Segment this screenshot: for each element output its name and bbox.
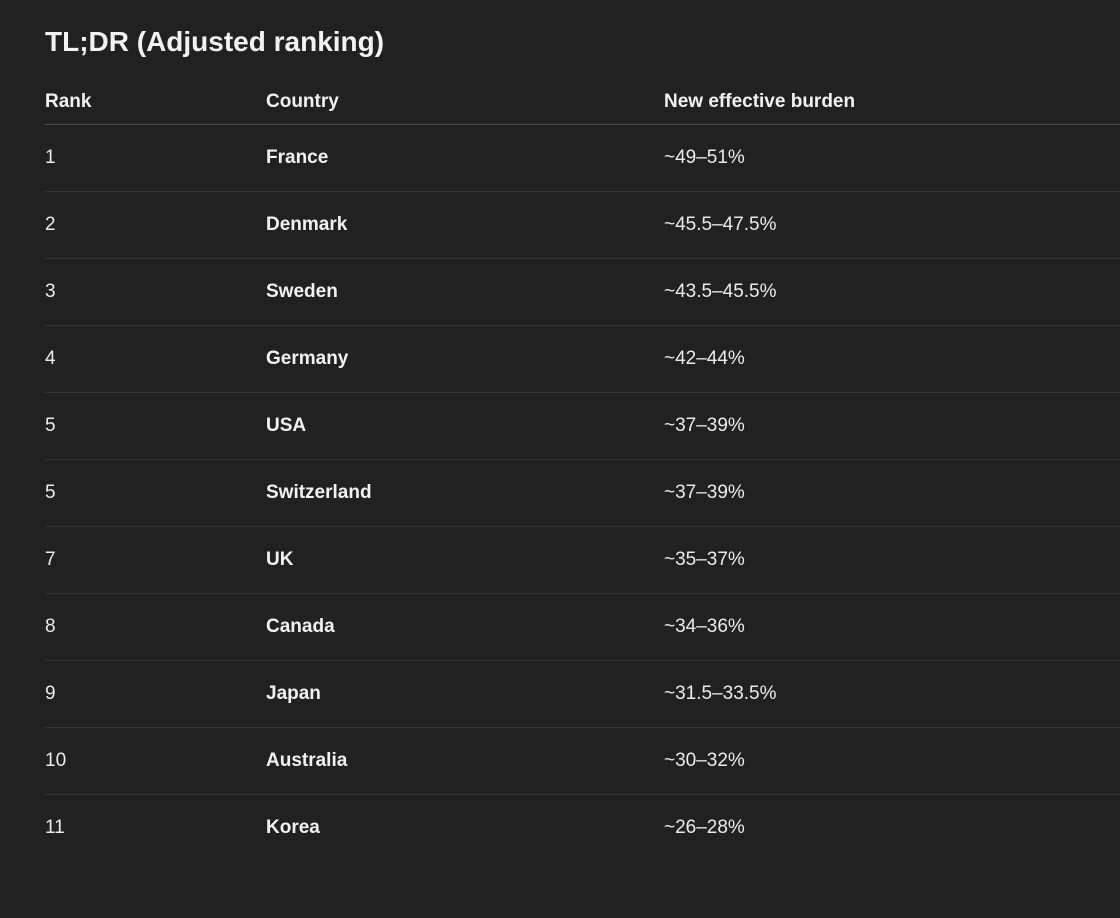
table-row: 2 Denmark ~45.5–47.5% [45, 191, 1120, 259]
table-header: Rank Country New effective burden [45, 80, 1120, 125]
rank-cell: 10 [45, 727, 266, 795]
ranking-table: Rank Country New effective burden 1 Fran… [45, 80, 1120, 861]
table-row: 9 Japan ~31.5–33.5% [45, 660, 1120, 728]
table-row: 5 USA ~37–39% [45, 392, 1120, 460]
rank-cell: 5 [45, 392, 266, 460]
table-body: 1 France ~49–51% 2 Denmark ~45.5–47.5% 3… [45, 124, 1120, 862]
country-cell: UK [266, 526, 664, 594]
header-burden: New effective burden [664, 80, 1120, 125]
header-country: Country [266, 80, 664, 125]
country-cell: Switzerland [266, 459, 664, 527]
rank-cell: 7 [45, 526, 266, 594]
country-cell: Korea [266, 817, 320, 838]
burden-cell: ~35–37% [664, 526, 1120, 594]
table-row: 5 Switzerland ~37–39% [45, 459, 1120, 527]
country-cell: Australia [266, 727, 664, 795]
rank-cell: 5 [45, 459, 266, 527]
header-rank: Rank [45, 80, 266, 125]
country-cell: Denmark [266, 191, 664, 259]
table-row: 3 Sweden ~43.5–45.5% [45, 258, 1120, 326]
table-row: 8 Canada ~34–36% [45, 593, 1120, 661]
burden-cell: ~31.5–33.5% [664, 660, 1120, 728]
rank-cell: 8 [45, 593, 266, 661]
rank-cell: 3 [45, 258, 266, 326]
burden-cell: ~30–32% [664, 727, 1120, 795]
country-cell: Germany [266, 325, 664, 393]
table-row: 1 France ~49–51% [45, 124, 1120, 192]
country-cell: Canada [266, 593, 664, 661]
rank-cell: 11 [45, 817, 65, 838]
burden-cell: ~45.5–47.5% [664, 191, 1120, 259]
rank-cell: 2 [45, 191, 266, 259]
country-cell: Sweden [266, 258, 664, 326]
table-row: 7 UK ~35–37% [45, 526, 1120, 594]
section-heading: TL;DR (Adjusted ranking) [45, 26, 385, 57]
country-cell: USA [266, 392, 664, 460]
country-cell: Japan [266, 660, 664, 728]
table-row: 11 Korea ~26–28% [45, 795, 1120, 862]
burden-cell: ~42–44% [664, 325, 1120, 393]
country-cell: France [266, 124, 664, 192]
rank-cell: 9 [45, 660, 266, 728]
table-row: 10 Australia ~30–32% [45, 727, 1120, 795]
burden-cell: ~37–39% [664, 392, 1120, 460]
table-row: 4 Germany ~42–44% [45, 325, 1120, 393]
burden-cell: ~26–28% [664, 817, 745, 838]
rank-cell: 4 [45, 325, 266, 393]
header-row: Rank Country New effective burden [45, 80, 1120, 125]
burden-cell: ~49–51% [664, 124, 1120, 192]
burden-cell: ~37–39% [664, 459, 1120, 527]
burden-cell: ~34–36% [664, 593, 1120, 661]
rank-cell: 1 [45, 124, 266, 192]
burden-cell: ~43.5–45.5% [664, 258, 1120, 326]
